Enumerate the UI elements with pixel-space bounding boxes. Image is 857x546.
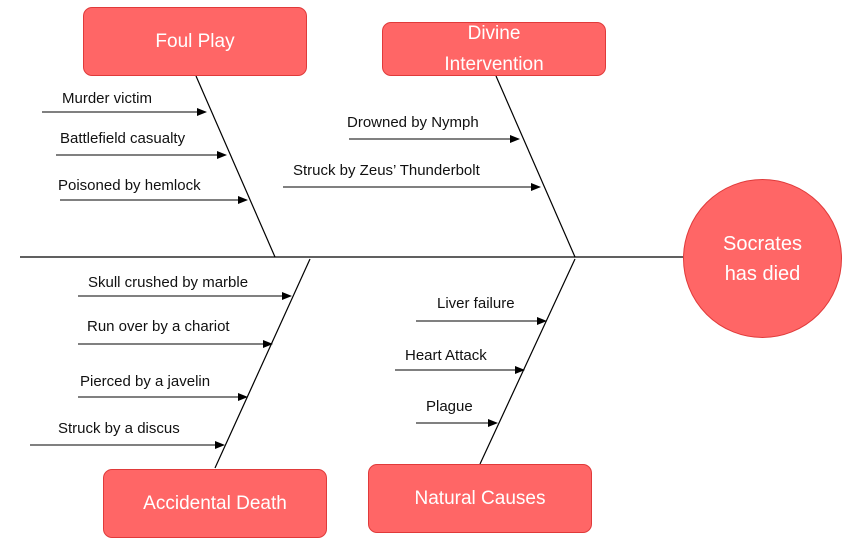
cause-label: Plague [426,398,473,415]
category-label: Foul Play [155,31,235,52]
cause-label: Drowned by Nymph [347,114,479,131]
category-box-divine-intervention: Divine Intervention [382,22,606,76]
cause-label: Murder victim [62,90,153,107]
category-label: Natural Causes [414,488,546,509]
cause-label: Heart Attack [405,347,487,364]
cause-label: Battlefield casualty [60,130,186,147]
bone-natural-causes [479,258,576,465]
cause-label: Run over by a chariot [87,318,230,335]
cause-label: Struck by Zeus’ Thunderbolt [293,162,480,179]
bone-divine-intervention [495,75,576,258]
cause-label: Pierced by a javelin [80,373,211,390]
category-box-foul-play: Foul Play [83,7,307,76]
effect-circle: Socrates has died [683,179,842,338]
category-box-natural-causes: Natural Causes [368,464,592,533]
category-label: Accidental Death [143,493,287,514]
bone-foul-play [195,75,276,258]
category-box-accidental-death: Accidental Death [103,469,327,538]
cause-label: Skull crushed by marble [88,274,249,291]
effect-label: Socrates has died [723,232,802,285]
cause-label: Liver failure [437,295,515,312]
bone-accidental-death [214,258,311,469]
category-label: Divine Intervention [444,23,544,75]
cause-label: Struck by a discus [58,420,180,437]
cause-label: Poisoned by hemlock [58,177,201,194]
